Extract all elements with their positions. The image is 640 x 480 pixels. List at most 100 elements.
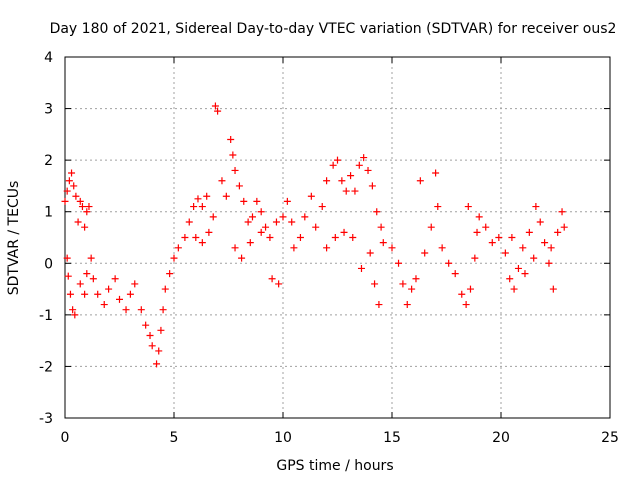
data-point xyxy=(427,223,435,231)
data-point xyxy=(266,234,274,241)
data-point xyxy=(246,239,254,247)
data-point xyxy=(253,197,261,205)
data-point xyxy=(288,218,296,226)
data-point xyxy=(166,270,174,278)
data-point xyxy=(421,249,429,257)
data-point xyxy=(161,285,169,293)
data-point xyxy=(116,295,123,303)
data-point xyxy=(170,254,178,262)
y-tick-label: 2 xyxy=(44,153,53,169)
data-point xyxy=(100,301,108,309)
data-point xyxy=(514,264,522,272)
data-point xyxy=(388,244,396,252)
data-point xyxy=(78,203,86,211)
data-point xyxy=(403,301,411,309)
data-point xyxy=(473,228,481,236)
data-point xyxy=(231,166,239,174)
data-point xyxy=(536,218,544,226)
chart-title: Day 180 of 2021, Sidereal Day-to-day VTE… xyxy=(50,21,617,37)
data-point xyxy=(495,234,503,241)
data-point xyxy=(451,270,459,278)
y-tick-label: -2 xyxy=(39,359,53,375)
data-point xyxy=(181,234,189,241)
y-axis-label: SDTVAR / TECUs xyxy=(6,181,22,296)
data-point xyxy=(192,234,200,241)
data-point xyxy=(501,249,509,257)
data-point xyxy=(471,254,479,262)
data-point xyxy=(122,306,130,314)
data-point xyxy=(464,203,472,211)
data-point xyxy=(211,102,219,110)
x-tick-label: 10 xyxy=(274,430,292,446)
data-point xyxy=(530,254,538,262)
data-point xyxy=(63,187,71,195)
data-point xyxy=(68,169,76,177)
data-point xyxy=(268,275,276,283)
data-point xyxy=(222,192,230,200)
y-tick-label: -3 xyxy=(39,411,53,427)
data-point xyxy=(69,306,77,314)
data-point xyxy=(81,290,89,298)
data-point xyxy=(76,280,84,288)
data-point xyxy=(318,203,326,211)
data-point xyxy=(76,197,84,205)
data-point xyxy=(408,285,416,293)
data-point xyxy=(438,244,446,252)
data-point xyxy=(349,234,357,241)
data-point xyxy=(83,270,91,278)
y-tick-label: -1 xyxy=(39,308,53,324)
data-point xyxy=(72,192,80,200)
axes: 0 5 10 15 20 25 -3 -2 -1 0 1 2 3 4 xyxy=(39,50,619,446)
data-point xyxy=(434,203,442,211)
data-point xyxy=(506,275,514,283)
data-point xyxy=(137,306,145,314)
data-point xyxy=(307,192,315,200)
data-point xyxy=(64,272,72,280)
data-point xyxy=(432,169,440,177)
data-point xyxy=(340,228,348,236)
x-axis-label: GPS time / hours xyxy=(276,458,393,474)
data-point xyxy=(371,280,379,288)
data-point xyxy=(355,161,363,169)
x-tick-label: 0 xyxy=(61,430,70,446)
data-point xyxy=(275,280,283,288)
grid xyxy=(65,57,610,418)
data-point xyxy=(61,197,69,205)
data-point xyxy=(549,285,557,293)
data-point xyxy=(262,223,270,231)
data-point xyxy=(159,306,167,314)
data-point xyxy=(218,177,226,185)
data-point xyxy=(205,228,213,236)
plot-frame xyxy=(64,56,611,419)
data-point xyxy=(445,259,453,267)
data-point xyxy=(257,228,265,236)
data-point xyxy=(338,177,346,185)
data-point xyxy=(399,280,407,288)
data-point xyxy=(71,311,79,319)
data-point xyxy=(198,239,206,247)
y-tick-label: 4 xyxy=(44,50,53,66)
data-point xyxy=(157,326,165,334)
data-point xyxy=(244,218,252,226)
data-point xyxy=(227,136,235,144)
data-point xyxy=(126,290,134,298)
data-point xyxy=(81,223,89,231)
data-point xyxy=(364,166,372,174)
data-point xyxy=(323,177,331,185)
data-point xyxy=(105,285,113,293)
data-point xyxy=(89,275,97,283)
data-point xyxy=(146,331,154,339)
data-point xyxy=(368,182,376,190)
data-point xyxy=(148,342,156,350)
data-point xyxy=(312,223,320,231)
data-point xyxy=(342,187,350,195)
data-point xyxy=(558,208,566,216)
data-point xyxy=(541,239,549,247)
data-point xyxy=(510,285,518,293)
data-point xyxy=(240,197,248,205)
data-point xyxy=(360,154,368,162)
data-point xyxy=(412,275,420,283)
data-point xyxy=(94,290,102,298)
data-point xyxy=(279,213,287,221)
data-point xyxy=(83,208,91,216)
